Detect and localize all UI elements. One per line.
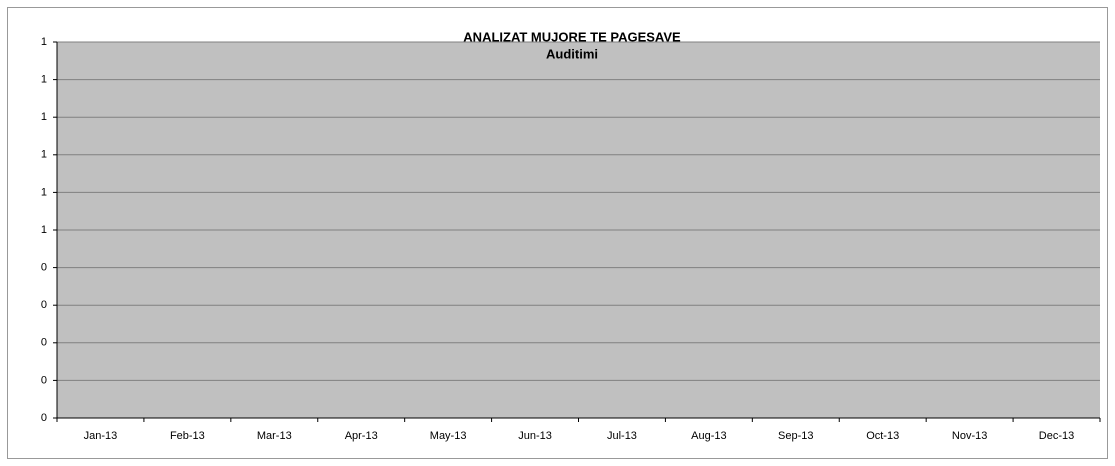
x-tick-label: Dec-13 <box>1039 430 1074 442</box>
chart-subtitle: Auditimi <box>546 46 598 61</box>
x-tick-label: Apr-13 <box>345 430 378 442</box>
y-tick-label: 1 <box>41 111 47 123</box>
marks: 0 0 0 0 0 1 1 1 1 1 1 Jan-13 Feb-13 Mar-13 Apr-13 May-1… <box>41 36 1101 442</box>
x-tick-label: Feb-13 <box>170 430 205 442</box>
y-tick-label: 0 <box>41 337 47 349</box>
x-tick-label: Jul-13 <box>607 430 637 442</box>
y-tick-label: 0 <box>41 299 47 311</box>
y-tick-label: 0 <box>41 412 47 424</box>
y-tick-label: 1 <box>41 186 47 198</box>
x-tick-label: May-13 <box>430 430 467 442</box>
x-tick-label: Mar-13 <box>257 430 292 442</box>
x-tick-label: Aug-13 <box>691 430 726 442</box>
y-tick-label: 1 <box>41 224 47 236</box>
x-tick-label: Sep-13 <box>778 430 813 442</box>
y-tick-label: 1 <box>41 74 47 86</box>
chart-title: ANALIZAT MUJORE TE PAGESAVE <box>463 29 681 44</box>
x-tick-label: Oct-13 <box>866 430 899 442</box>
x-tick-label: Jun-13 <box>518 430 552 442</box>
y-tick-label: 0 <box>41 262 47 274</box>
y-tick-label: 1 <box>41 149 47 161</box>
y-tick-label: 1 <box>41 36 47 48</box>
y-tick-label: 0 <box>41 374 47 386</box>
x-tick-label: Nov-13 <box>952 430 987 442</box>
x-tick-label: Jan-13 <box>84 430 118 442</box>
